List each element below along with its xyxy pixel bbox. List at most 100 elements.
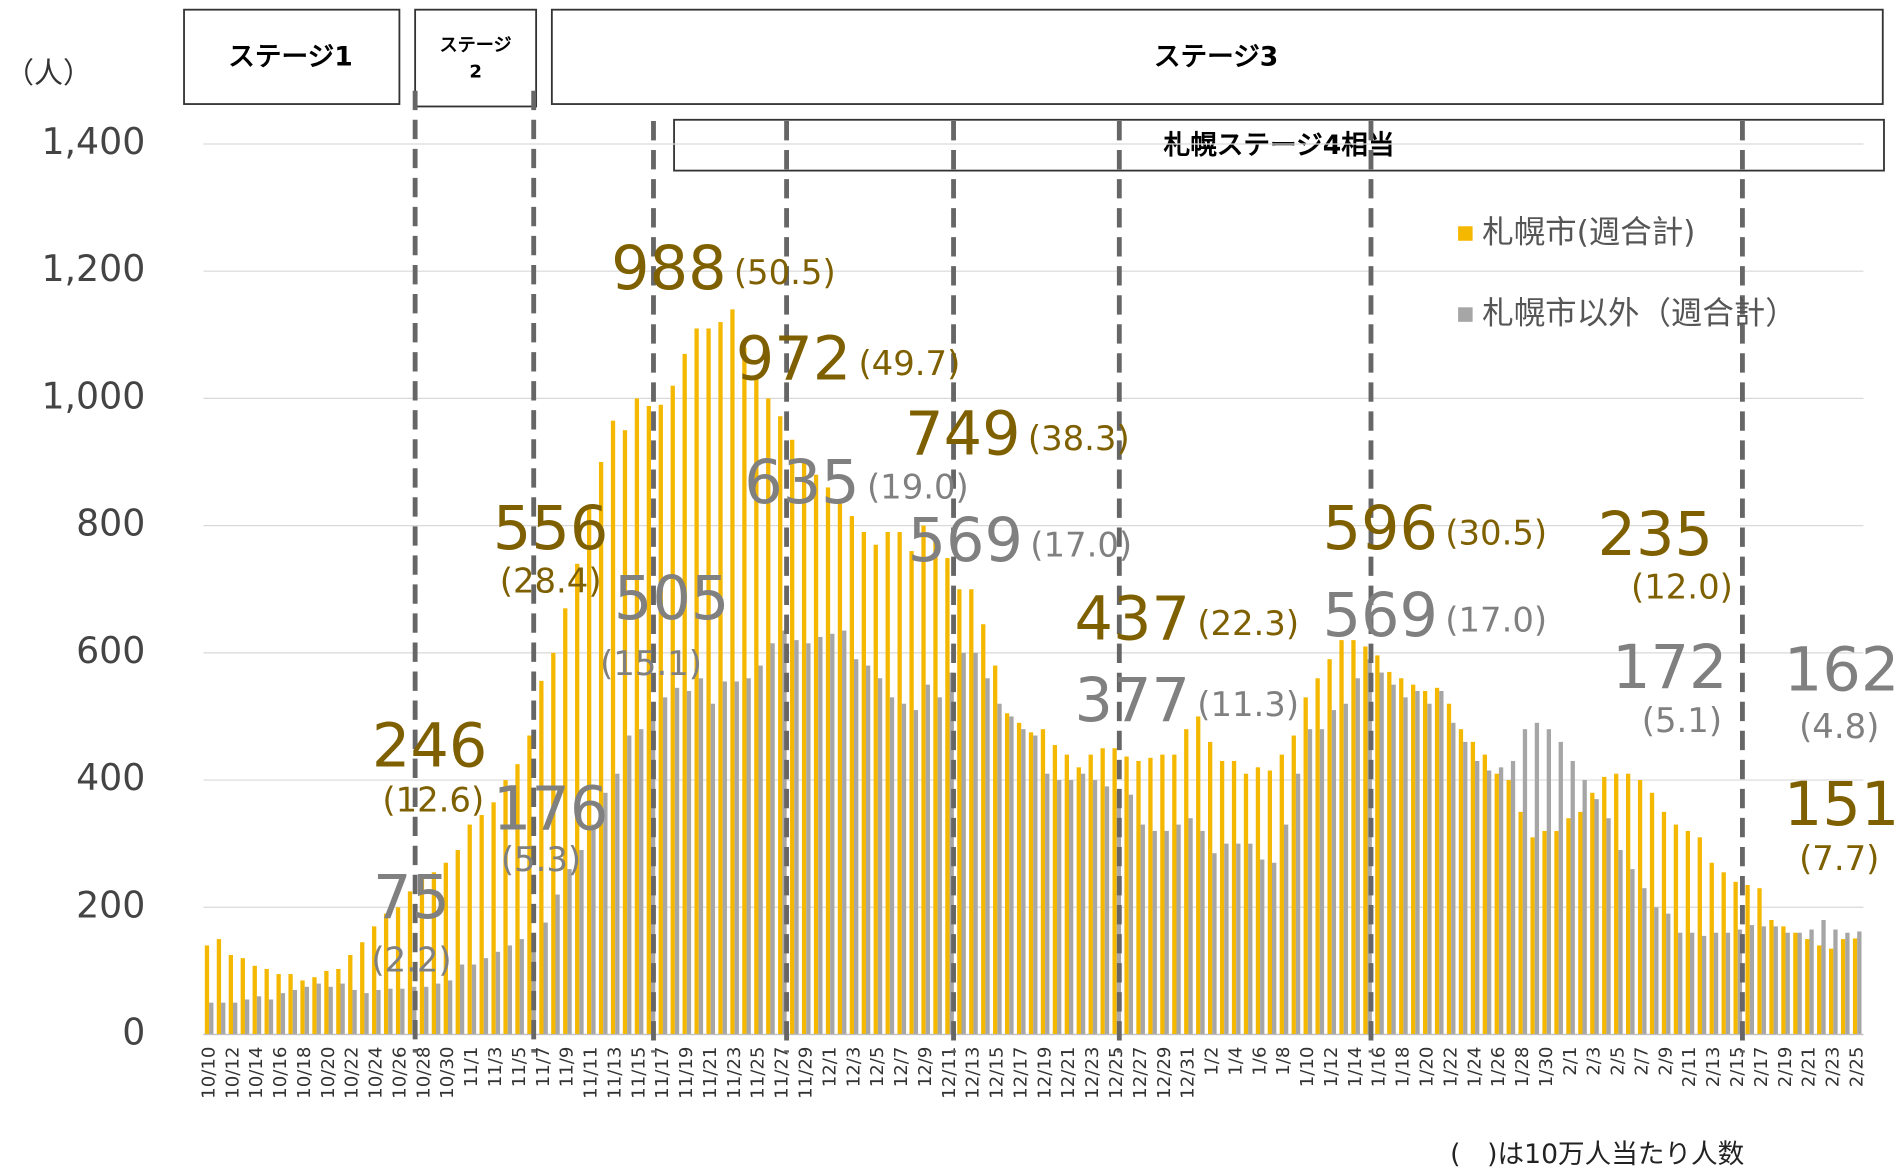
bar: [503, 780, 508, 1035]
bar: [1136, 760, 1141, 1035]
bar: [507, 945, 512, 1035]
bar: [1625, 773, 1631, 1035]
x-tick-label: 10/14: [246, 1047, 267, 1099]
bar: [364, 993, 369, 1035]
bar: [1486, 770, 1492, 1035]
x-tick-label: 1/6: [1249, 1047, 1270, 1076]
bar: [407, 891, 413, 1035]
bar: [825, 487, 831, 1035]
x-tick-label: 12/1: [819, 1047, 840, 1088]
bar: [1196, 716, 1201, 1035]
bar: [1016, 722, 1022, 1035]
x-tick-label: 12/7: [891, 1047, 912, 1088]
bar: [471, 964, 477, 1035]
bar: [1542, 830, 1547, 1035]
bar: [304, 986, 309, 1035]
bar: [495, 951, 501, 1035]
x-tick-label: 2/21: [1799, 1047, 1820, 1088]
x-tick-label: 1/16: [1369, 1047, 1390, 1088]
bar: [610, 420, 616, 1035]
bar: [419, 878, 425, 1035]
bar: [794, 640, 799, 1035]
bar: [276, 974, 281, 1035]
x-tick-label: 1/18: [1393, 1047, 1414, 1088]
bar: [515, 764, 520, 1035]
bar: [981, 624, 986, 1035]
bar: [1004, 713, 1010, 1035]
stage-box: [414, 8, 538, 108]
bar: [742, 347, 747, 1035]
bar: [973, 652, 978, 1035]
bar: [563, 608, 568, 1035]
bar: [1554, 830, 1559, 1035]
bar: [1057, 780, 1062, 1035]
annotation-value: 749: [905, 400, 1020, 470]
x-tick-label: 12/19: [1034, 1047, 1055, 1099]
bar: [1446, 703, 1452, 1035]
bar: [1458, 729, 1464, 1035]
x-tick-label: 11/21: [700, 1047, 721, 1099]
x-tick-label: 1/8: [1273, 1047, 1294, 1076]
bar: [1685, 830, 1691, 1035]
bar: [1661, 811, 1667, 1035]
bar: [1088, 754, 1093, 1035]
annotation-rate: (15.1): [600, 644, 702, 683]
bar: [933, 538, 938, 1035]
bar: [1272, 862, 1277, 1035]
bar: [1494, 773, 1499, 1035]
bar: [1654, 907, 1659, 1035]
bar: [1852, 938, 1858, 1035]
bar: [1399, 678, 1404, 1035]
bar: [674, 687, 680, 1035]
bar: [491, 802, 496, 1035]
x-tick-label: 1/30: [1536, 1047, 1557, 1088]
x-tick-label: 11/23: [724, 1047, 745, 1099]
bar: [913, 710, 919, 1035]
bar: [1602, 776, 1607, 1035]
bar: [555, 894, 560, 1035]
x-tick-label: 1/12: [1321, 1047, 1342, 1088]
x-tick-label: 2/25: [1846, 1047, 1867, 1088]
bar: [694, 328, 699, 1035]
bar: [264, 968, 269, 1035]
bar: [1630, 869, 1635, 1035]
bar: [1546, 729, 1551, 1035]
bar: [575, 563, 580, 1035]
bar: [586, 506, 592, 1035]
bar: [1463, 741, 1468, 1035]
bar: [591, 824, 596, 1035]
bar: [1411, 684, 1416, 1035]
bar: [1709, 862, 1714, 1035]
bar: [1451, 722, 1456, 1035]
bar: [519, 939, 524, 1035]
bar: [854, 659, 859, 1035]
bar: [1355, 678, 1360, 1035]
x-tick-label: 12/15: [987, 1047, 1008, 1099]
bar: [770, 643, 775, 1035]
bar: [1721, 872, 1726, 1035]
x-tick-label: 11/29: [795, 1047, 816, 1099]
bar: [598, 462, 604, 1035]
bar: [1725, 932, 1731, 1035]
bar: [758, 665, 763, 1035]
bar: [889, 697, 895, 1035]
annotation-value: 377: [1075, 666, 1190, 736]
bar: [1618, 850, 1623, 1035]
bar: [1219, 760, 1225, 1035]
bar: [1434, 687, 1440, 1035]
x-tick-label: 12/3: [843, 1047, 864, 1088]
bar: [1291, 735, 1296, 1035]
bar: [1363, 646, 1368, 1035]
bar: [431, 872, 437, 1035]
annotation-rate: (11.3): [1197, 685, 1299, 724]
bar: [698, 678, 704, 1035]
bar: [706, 328, 711, 1035]
bar: [1092, 780, 1098, 1035]
bar: [670, 385, 675, 1035]
bar: [1200, 830, 1205, 1035]
x-tick-label: 1/26: [1488, 1047, 1509, 1088]
annotation-rate: (22.3): [1197, 604, 1299, 643]
annotation-rate: (2.2): [371, 940, 451, 979]
bar: [1343, 703, 1348, 1035]
stage-label: 2: [469, 62, 482, 83]
